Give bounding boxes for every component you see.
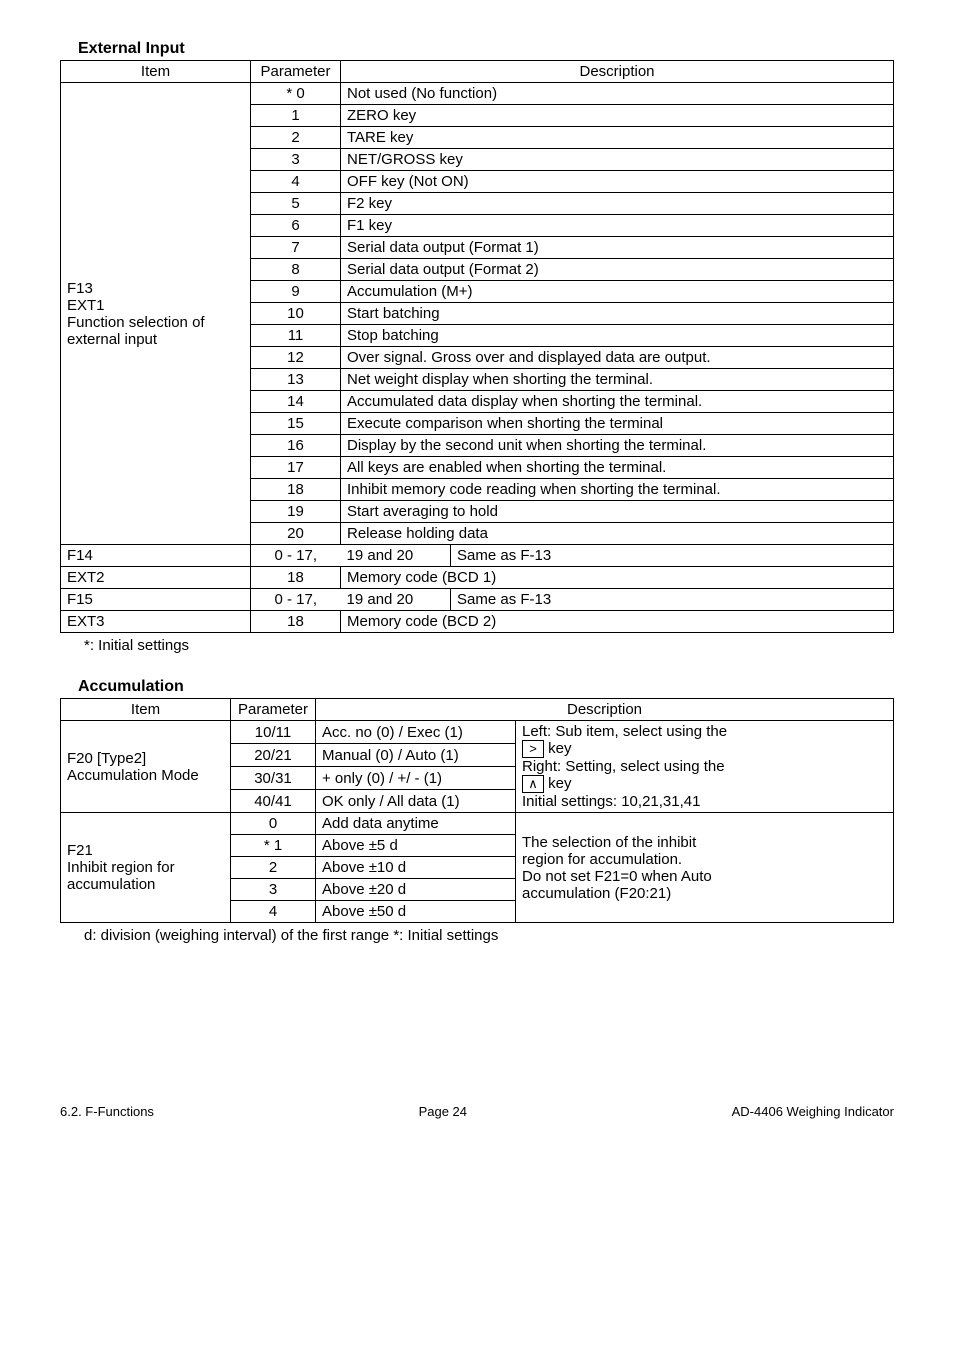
table-row-ext3: EXT3 18 Memory code (BCD 2): [61, 611, 894, 633]
accumulation-table: Item Parameter Description F20 [Type2] A…: [60, 698, 894, 923]
footnote-external-input: *: Initial settings: [84, 637, 894, 654]
cell-item-f20: F20 [Type2] Accumulation Mode: [61, 721, 231, 813]
cell-item: F14: [61, 545, 251, 567]
table-header-row: Item Parameter Description: [61, 61, 894, 83]
table-row: F20 [Type2] Accumulation Mode 10/11 Acc.…: [61, 721, 894, 744]
footer-right: AD-4406 Weighing Indicator: [732, 1104, 894, 1119]
table-row-f15: F15 0 - 17, 19 and 20 Same as F-13: [61, 589, 894, 611]
cell-desc: Not used (No function): [341, 83, 894, 105]
table-header-row: Item Parameter Description: [61, 699, 894, 721]
page-footer: 6.2. F-Functions Page 24 AD-4406 Weighin…: [60, 1104, 894, 1119]
cell-desc-f20-right: Left: Sub item, select using the > key R…: [516, 721, 894, 813]
footer-left: 6.2. F-Functions: [60, 1104, 154, 1119]
footnote-accumulation: d: division (weighing interval) of the f…: [84, 927, 894, 944]
table-row-ext2: EXT2 18 Memory code (BCD 1): [61, 567, 894, 589]
header-description: Description: [341, 61, 894, 83]
cell-desc-f21-right: The selection of the inhibit region for …: [516, 813, 894, 923]
header-parameter: Parameter: [251, 61, 341, 83]
table-row: F13 EXT1 Function selection of external …: [61, 83, 894, 105]
section-title-external-input: External Input: [78, 40, 894, 58]
cell-item-f13: F13 EXT1 Function selection of external …: [61, 83, 251, 545]
table-row: F21 Inhibit region for accumulation 0 Ad…: [61, 813, 894, 835]
caret-key-icon: ∧: [522, 775, 544, 793]
external-input-table: Item Parameter Description F13 EXT1 Func…: [60, 60, 894, 633]
cell-item-f21: F21 Inhibit region for accumulation: [61, 813, 231, 923]
gt-key-icon: >: [522, 740, 544, 758]
footer-mid: Page 24: [419, 1104, 467, 1119]
cell-param: * 0: [251, 83, 341, 105]
section-title-accumulation: Accumulation: [78, 678, 894, 696]
header-item: Item: [61, 61, 251, 83]
table-row-f14: F14 0 - 17, 19 and 20 Same as F-13: [61, 545, 894, 567]
